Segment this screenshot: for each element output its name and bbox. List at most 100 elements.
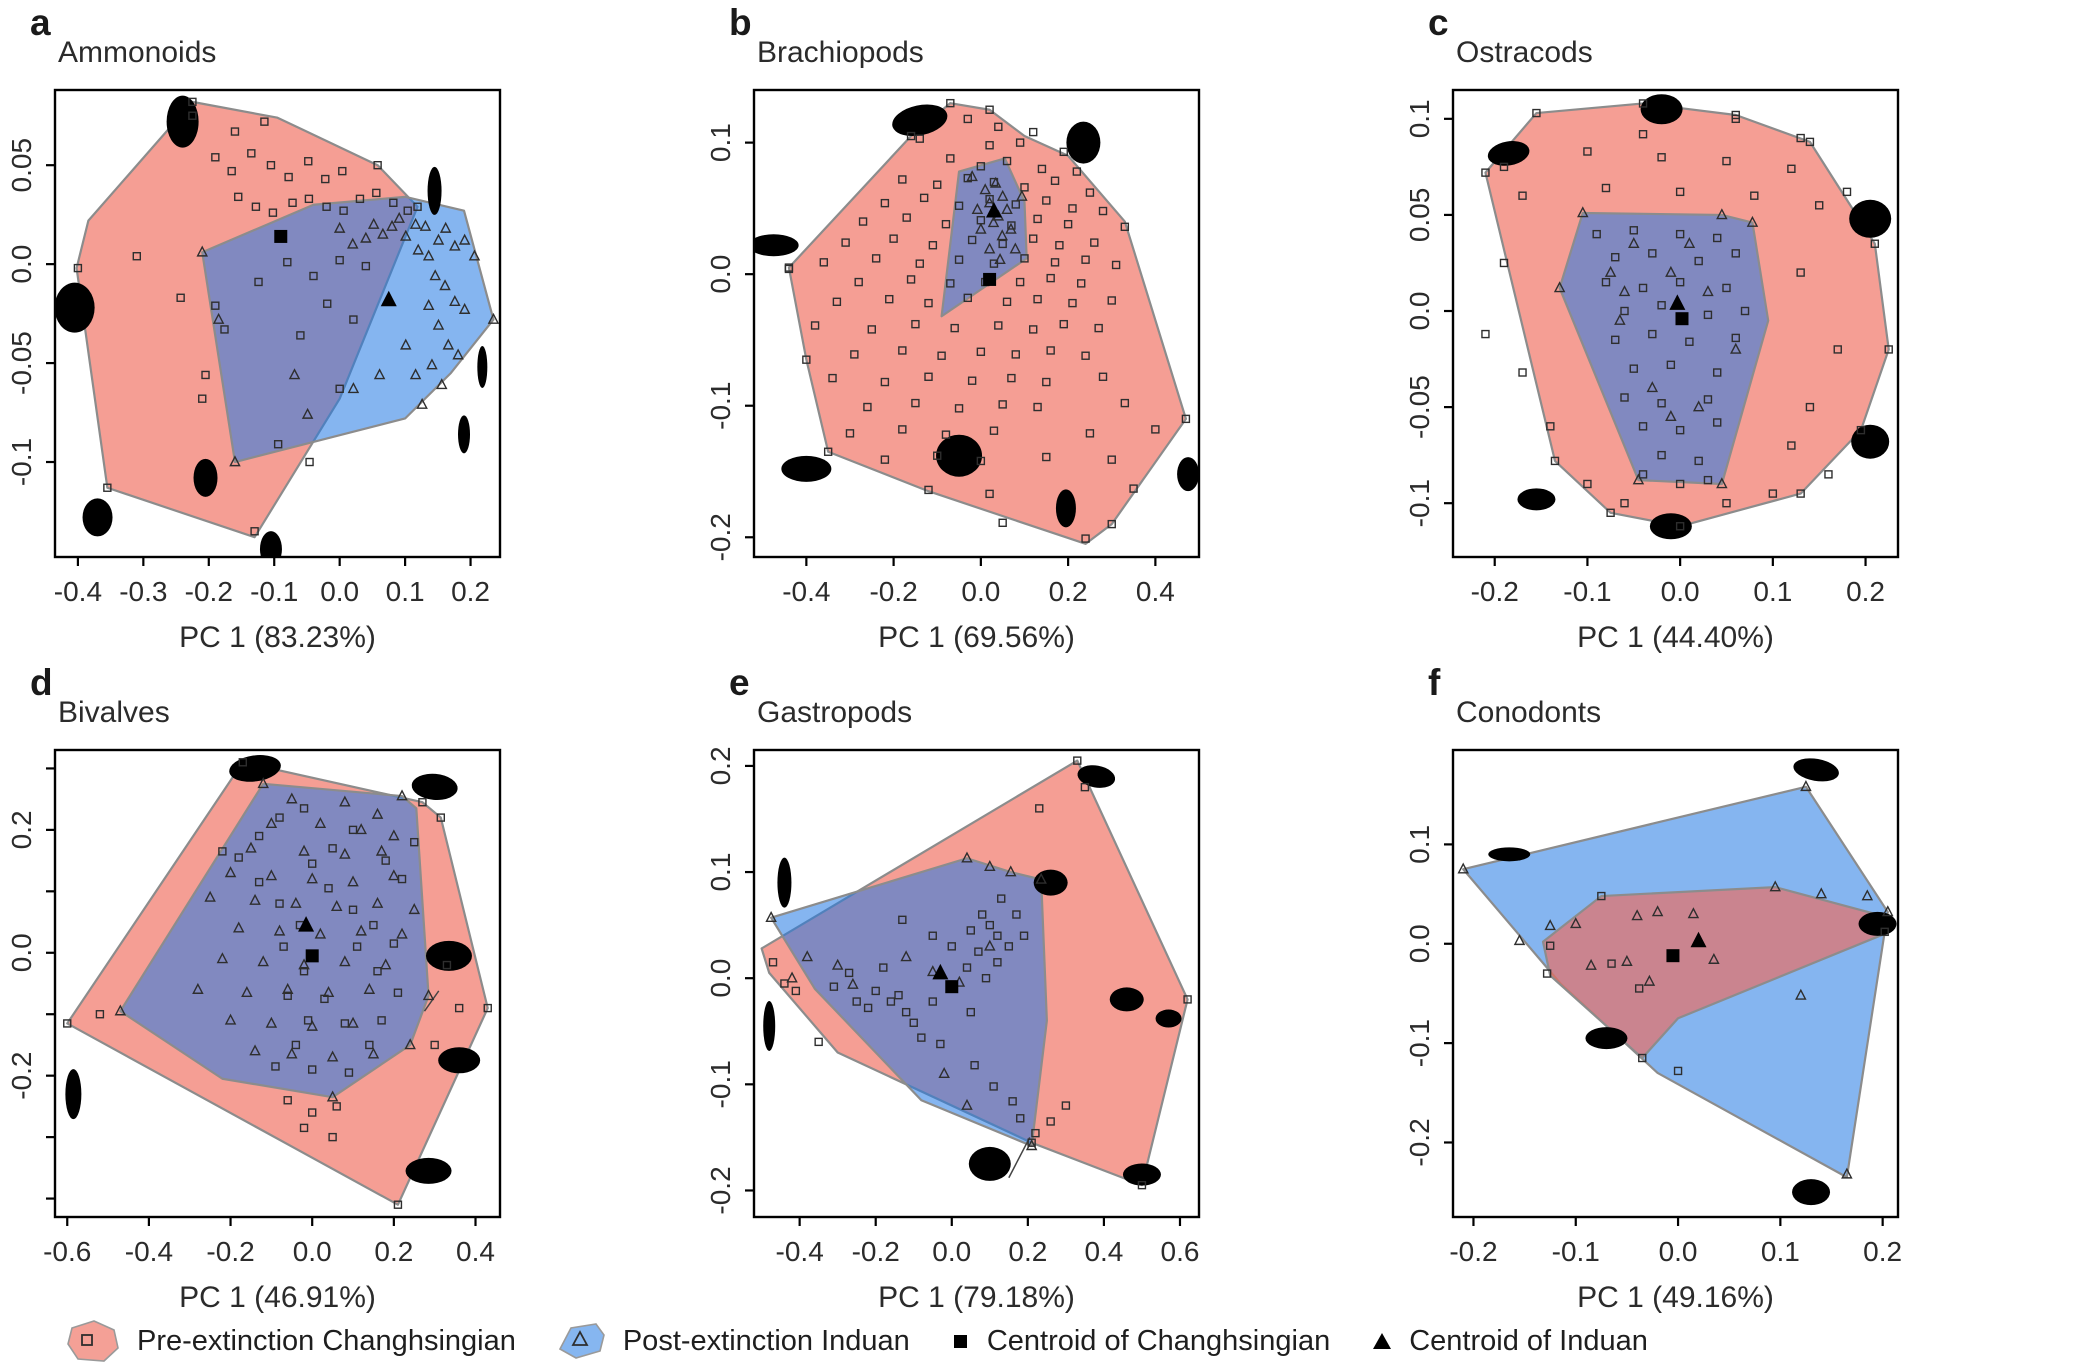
x-tick-label: -0.4 bbox=[125, 1236, 173, 1267]
fossil-silhouette bbox=[754, 234, 799, 257]
post-extinction-hull-swatch-icon bbox=[558, 1323, 605, 1359]
fossil-silhouette bbox=[477, 346, 488, 389]
panel-bivalves: d Bivalves -0.6 -0.4 -0.2 0.0 0.2 0.4 0.2 0.0 -0… bbox=[0, 660, 699, 1320]
axes: -0.2 -0.1 0.0 0.1 0.2 0.1 0.05 0.0 -0.05 -0.1 PC 1… bbox=[1404, 99, 1885, 654]
fossil-silhouette bbox=[82, 498, 113, 537]
pre-extinction-hull-swatch-icon bbox=[67, 1320, 119, 1362]
x-tick-label: 0.1 bbox=[386, 576, 425, 607]
plot-content bbox=[55, 95, 500, 557]
x-tick-label: 0.2 bbox=[1846, 576, 1885, 607]
fossil-silhouette bbox=[425, 940, 472, 971]
y-tick-label: 0.2 bbox=[6, 810, 37, 849]
fossil-silhouette bbox=[777, 857, 792, 908]
fossil-silhouette bbox=[229, 755, 281, 782]
panel-conodonts: f Conodonts -0.2 -0.1 0.0 0.1 0.2 0.1 0.0 -0.1-… bbox=[1398, 660, 2097, 1320]
centroid-changhsingian-marker bbox=[1666, 949, 1680, 963]
panel-brachiopods: b Brachiopods -0.4 -0.2 0.0 0.2 0.4 0.1 0.0 -0.… bbox=[699, 0, 1398, 660]
plot-content bbox=[1481, 94, 1893, 540]
filled-square-icon bbox=[953, 1335, 967, 1348]
y-tick-label: 0.1 bbox=[1404, 825, 1435, 864]
legend-label-pre-extinction: Pre-extinction Changhsingian bbox=[137, 1324, 516, 1357]
x-tick-label: -0.4 bbox=[776, 1236, 824, 1267]
legend-label-post-extinction: Post-extinction Induan bbox=[622, 1324, 910, 1357]
pca-plot-gastropods: -0.4 -0.2 0.0 0.2 0.4 0.6 0.2 0.1 0.0 -0.1 -0.2 PC … bbox=[705, 746, 1201, 1314]
panel-letter-a: a bbox=[30, 2, 51, 43]
panel-letter-d: d bbox=[30, 662, 53, 703]
post-extinction-points bbox=[1457, 780, 1894, 1179]
pre-extinction-points bbox=[73, 97, 422, 536]
y-tick-label: -0.2 bbox=[1404, 1118, 1435, 1166]
fossil-silhouette bbox=[1487, 141, 1530, 166]
x-tick-label: -0.3 bbox=[119, 576, 167, 607]
y-tick-label: -0.1 bbox=[1404, 1019, 1435, 1067]
panel-title-brachiopods: Brachiopods bbox=[757, 36, 924, 69]
fossil-silhouette bbox=[1849, 199, 1892, 238]
legend-item-centroid-induan: Centroid of Induan bbox=[1370, 1325, 1648, 1358]
x-tick-label: -0.1 bbox=[1552, 1236, 1600, 1267]
y-tick-label: 0.05 bbox=[1404, 188, 1435, 243]
x-tick-label: -0.2 bbox=[1449, 1236, 1497, 1267]
fossil-silhouette bbox=[166, 95, 199, 148]
axes: -0.2 -0.1 0.0 0.1 0.2 0.1 0.0 -0.1 -0.2 PC 1 (49.… bbox=[1404, 825, 1902, 1314]
panel-ammonoids: a Ammonoids -0.4 -0.3 -0.2 -0.1 0.0 0.1 0.2 0.0… bbox=[0, 0, 699, 660]
panel-letter-c: c bbox=[1428, 2, 1449, 43]
figure-legend: Pre-extinction Changhsingian Post-extinc… bbox=[0, 1320, 2098, 1362]
pre-extinction-points bbox=[63, 758, 492, 1209]
x-tick-label: -0.2 bbox=[1471, 576, 1519, 607]
x-axis-label: PC 1 (49.16%) bbox=[1577, 1281, 1774, 1314]
x-axis-label: PC 1 (69.56%) bbox=[878, 621, 1075, 654]
axes: -0.4 -0.2 0.0 0.2 0.4 0.1 0.0 -0.1 -0.2 PC 1 (69.… bbox=[705, 123, 1175, 654]
centroid-changhsingian-marker bbox=[305, 949, 319, 963]
fossil-silhouette bbox=[1109, 987, 1144, 1012]
y-tick-label: -0.05 bbox=[1404, 375, 1435, 439]
plot-content bbox=[63, 755, 492, 1209]
x-tick-label: 0.0 bbox=[961, 576, 1000, 607]
panel-title-ammonoids: Ammonoids bbox=[58, 36, 217, 69]
plot-box bbox=[1451, 748, 1900, 1219]
centroid-changhsingian-marker bbox=[945, 980, 959, 994]
legend-item-post-extinction: Post-extinction Induan bbox=[556, 1320, 910, 1362]
centroid-induan-marker bbox=[1669, 294, 1686, 310]
y-tick-label: 0.2 bbox=[705, 746, 736, 785]
induan-hull bbox=[770, 857, 1048, 1147]
pre-extinction-points bbox=[784, 98, 1191, 543]
panel-title-gastropods: Gastropods bbox=[757, 696, 913, 729]
x-tick-label: -0.2 bbox=[206, 1236, 254, 1267]
plot-box bbox=[752, 88, 1201, 559]
y-tick-label: 0.1 bbox=[705, 123, 736, 162]
y-tick-label: 0.0 bbox=[1404, 924, 1435, 963]
x-tick-label: 0.2 bbox=[1049, 576, 1088, 607]
fossil-silhouette bbox=[1055, 489, 1076, 528]
fossil-silhouette bbox=[65, 1069, 82, 1120]
fossil-silhouette bbox=[1122, 1163, 1161, 1186]
y-tick-label: 0.0 bbox=[1404, 292, 1435, 331]
x-tick-label: -0.4 bbox=[782, 576, 830, 607]
legend-item-centroid-changhsingian: Centroid of Changhsingian bbox=[950, 1325, 1330, 1358]
y-tick-label: 0.0 bbox=[6, 245, 37, 284]
x-tick-label: 0.6 bbox=[1161, 1236, 1200, 1267]
y-tick-label: -0.1 bbox=[705, 382, 736, 430]
fossil-silhouette bbox=[936, 434, 983, 477]
panel-gastropods: e Gastropods -0.4 -0.2 0.0 0.2 0.4 0.6 0.2 0.1 0… bbox=[699, 660, 1398, 1320]
fossil-silhouette bbox=[1066, 121, 1101, 164]
x-tick-label: 0.0 bbox=[1661, 576, 1700, 607]
fossil-silhouette bbox=[1793, 758, 1839, 782]
induan-hull bbox=[201, 195, 495, 464]
y-tick-label: -0.1 bbox=[705, 1060, 736, 1108]
centroid-induan-marker bbox=[985, 202, 1002, 218]
x-tick-label: 0.2 bbox=[451, 576, 490, 607]
fossil-silhouette bbox=[427, 166, 442, 215]
fossil-silhouette bbox=[1488, 847, 1531, 862]
x-axis-label: PC 1 (46.91%) bbox=[179, 1281, 376, 1314]
centroid-induan-marker bbox=[380, 290, 397, 307]
fossil-silhouette bbox=[259, 531, 282, 557]
y-tick-label: 0.05 bbox=[6, 138, 37, 193]
annotation-arrow bbox=[423, 990, 440, 1012]
y-tick-label: 0.0 bbox=[705, 959, 736, 998]
x-axis-label: PC 1 (44.40%) bbox=[1577, 621, 1774, 654]
x-tick-label: 0.4 bbox=[1136, 576, 1175, 607]
fossil-silhouette bbox=[1792, 1179, 1831, 1206]
x-tick-label: -0.6 bbox=[43, 1236, 91, 1267]
changhsingian-hull bbox=[1541, 886, 1886, 1060]
y-tick-label: 0.0 bbox=[705, 255, 736, 294]
